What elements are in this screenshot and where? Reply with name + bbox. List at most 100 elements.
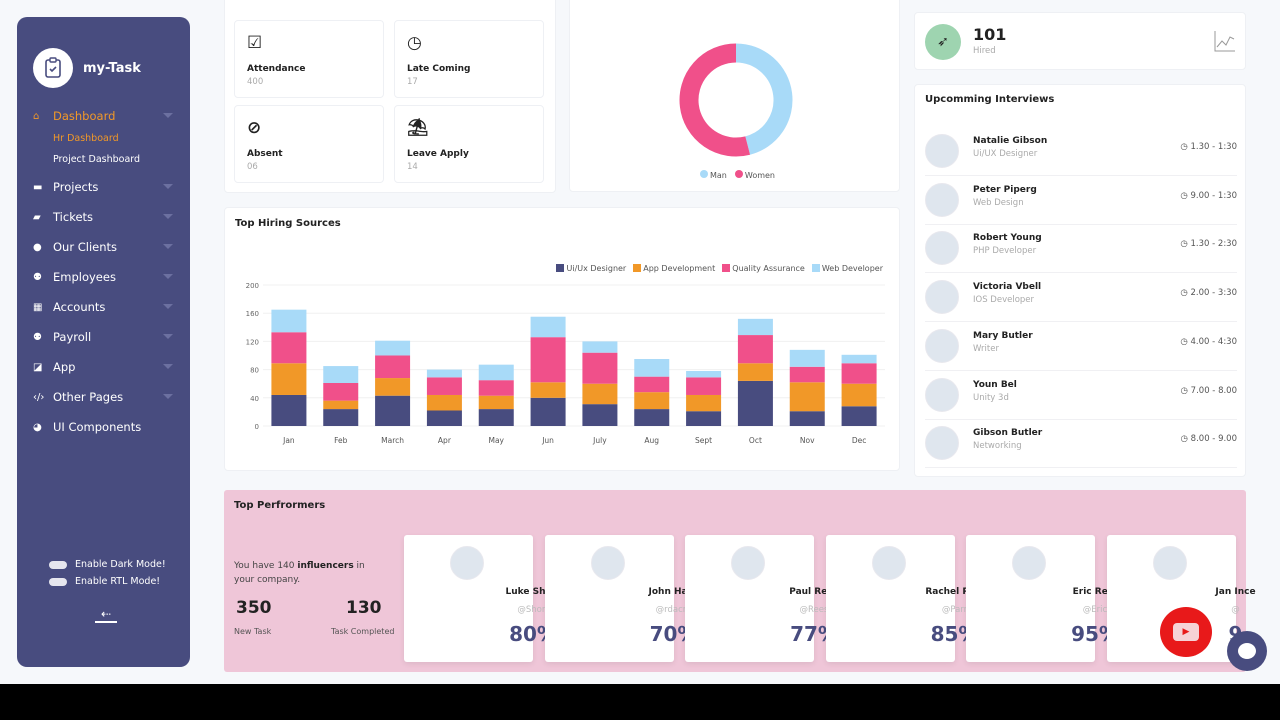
bar-segment[interactable]	[737, 363, 773, 381]
bar-segment[interactable]	[634, 376, 670, 393]
legend-item[interactable]: Quality Assurance	[722, 264, 805, 273]
performer-name: Jan Ince	[1215, 587, 1256, 597]
bar-segment[interactable]	[426, 410, 462, 426]
bar-segment[interactable]	[737, 335, 773, 364]
hired-value: 101	[973, 25, 1007, 44]
performer-card[interactable]: John Hard @rdacre 70%	[544, 535, 698, 662]
bar-segment[interactable]	[789, 366, 825, 383]
sidebar-item-accounts[interactable]: ▦ Accounts	[33, 297, 173, 317]
performer-card[interactable]: Eric Reid @Eric 95%	[966, 535, 1119, 662]
sidebar-item-ui-components[interactable]: ◕ UI Components	[33, 417, 173, 437]
interview-row[interactable]: Victoria Vbell IOS Developer ◷ 2.00 - 3:30	[925, 273, 1237, 323]
avatar	[925, 328, 959, 363]
logo[interactable]	[33, 48, 73, 88]
stat-value: 06	[247, 162, 258, 172]
bar-segment[interactable]	[530, 397, 566, 426]
calculator-icon: ▦	[33, 301, 43, 313]
bar-segment[interactable]	[737, 318, 773, 336]
bar-segment[interactable]	[323, 366, 359, 383]
collapse-sidebar-arrow-icon[interactable]: ⇠	[95, 607, 117, 623]
legend-item[interactable]: Ui/Ux Designer	[556, 264, 626, 273]
performer-card[interactable]: Paul Rees @Rees 77%	[685, 535, 839, 662]
interview-row[interactable]: Robert Young PHP Developer ◷ 1.30 - 2:30	[925, 224, 1237, 274]
bar-segment[interactable]	[530, 316, 566, 338]
bar-segment[interactable]	[271, 363, 307, 395]
bar-segment[interactable]	[478, 364, 514, 381]
rtl-mode-toggle[interactable]: Enable RTL Mode!	[49, 576, 160, 587]
interview-row[interactable]: Gibson Butler Networking ◷ 8.00 - 9.00	[925, 419, 1237, 469]
sidebar-item-dashboard[interactable]: ⌂ Dashboard	[33, 106, 173, 126]
bar-segment[interactable]	[582, 383, 618, 405]
sidebar-item-tickets[interactable]: ▰ Tickets	[33, 207, 173, 227]
bar-segment[interactable]	[737, 380, 773, 426]
performers-title: Top Perfrormers	[234, 500, 326, 511]
bar-segment[interactable]	[789, 411, 825, 426]
chat-button[interactable]	[1227, 631, 1267, 671]
donut-slice-man[interactable]	[735, 43, 793, 155]
bar-segment[interactable]	[841, 363, 877, 384]
interview-row[interactable]: Mary Butler Writer ◷ 4.00 - 4:30	[925, 322, 1237, 371]
bar-segment[interactable]	[841, 383, 877, 407]
bar-segment[interactable]	[375, 395, 411, 426]
legend-item[interactable]: Web Developer	[811, 264, 883, 273]
bar-segment[interactable]	[375, 378, 411, 396]
interview-row[interactable]: Youn Bel Unity 3d ◷ 7.00 - 8.00	[925, 371, 1237, 420]
users-icon: ⚉	[33, 271, 42, 283]
bar-segment[interactable]	[323, 400, 359, 410]
bar-segment[interactable]	[426, 377, 462, 395]
interview-row[interactable]: Peter Piperg Web Design ◷ 9.00 - 1:30	[925, 176, 1237, 225]
bar-segment[interactable]	[686, 371, 722, 378]
bar-segment[interactable]	[686, 411, 722, 426]
bar-segment[interactable]	[841, 406, 877, 426]
stat-card-leave-apply[interactable]: ⛱ Leave Apply 14	[394, 105, 544, 183]
donut-slice-women[interactable]	[679, 43, 751, 157]
bar-segment[interactable]	[789, 382, 825, 412]
bar-segment[interactable]	[582, 341, 618, 353]
bar-segment[interactable]	[789, 349, 825, 367]
bar-segment[interactable]	[271, 332, 307, 364]
performer-card[interactable]: Rachel Parr @Parr 85%	[825, 535, 984, 662]
bar-segment[interactable]	[375, 355, 411, 379]
toggle-switch[interactable]	[49, 577, 67, 586]
sidebar-item-our-clients[interactable]: ● Our Clients	[33, 237, 173, 257]
bar-segment[interactable]	[426, 394, 462, 411]
sidebar-item-employees[interactable]: ⚉ Employees	[33, 267, 173, 287]
youtube-icon[interactable]: ▶	[1160, 607, 1212, 657]
bar-segment[interactable]	[478, 409, 514, 426]
bar-segment[interactable]	[582, 352, 618, 384]
bar-segment[interactable]	[582, 404, 618, 426]
bar-segment[interactable]	[478, 395, 514, 410]
sidebar-item-other-pages[interactable]: ‹/› Other Pages	[33, 387, 173, 407]
bar-segment[interactable]	[323, 409, 359, 426]
stat-card-attendance[interactable]: ☑ Attendance 400	[234, 20, 384, 98]
y-tick-label: 200	[246, 282, 259, 290]
bar-segment[interactable]	[530, 337, 566, 383]
sidebar-item-projects[interactable]: ▬ Projects	[33, 177, 173, 197]
interview-row[interactable]: Natalie Gibson Ui/UX Designer ◷ 1.30 - 1:3…	[925, 127, 1237, 176]
bar-segment[interactable]	[686, 377, 722, 395]
bar-segment[interactable]	[323, 382, 359, 401]
stat-card-late-coming[interactable]: ◷ Late Coming 17	[394, 20, 544, 98]
bar-segment[interactable]	[634, 359, 670, 377]
performer-card[interactable]: Luke Short @Short 80%	[404, 535, 560, 662]
bar-segment[interactable]	[634, 392, 670, 410]
bar-segment[interactable]	[478, 380, 514, 396]
y-tick-label: 40	[250, 395, 259, 403]
sidebar-subitem-project-dashboard[interactable]: Project Dashboard	[53, 154, 141, 165]
bar-segment[interactable]	[634, 409, 670, 426]
dark-mode-toggle[interactable]: Enable Dark Mode!	[49, 559, 166, 570]
sidebar-item-app[interactable]: ◪ App	[33, 357, 173, 377]
bar-segment[interactable]	[841, 354, 877, 364]
bar-segment[interactable]	[271, 309, 307, 333]
sidebar-item-payroll[interactable]: ⚉ Payroll	[33, 327, 173, 347]
bar-segment[interactable]	[426, 369, 462, 378]
bar-segment[interactable]	[530, 382, 566, 398]
performer-name: John Hard	[648, 587, 699, 597]
legend-item[interactable]: App Development	[633, 264, 715, 273]
bar-segment[interactable]	[686, 394, 722, 412]
sidebar-subitem-hr-dashboard[interactable]: Hr Dashboard	[53, 133, 119, 144]
bar-segment[interactable]	[375, 340, 411, 356]
toggle-switch[interactable]	[49, 560, 67, 569]
stat-card-absent[interactable]: ⊘ Absent 06	[234, 105, 384, 183]
bar-segment[interactable]	[271, 394, 307, 426]
